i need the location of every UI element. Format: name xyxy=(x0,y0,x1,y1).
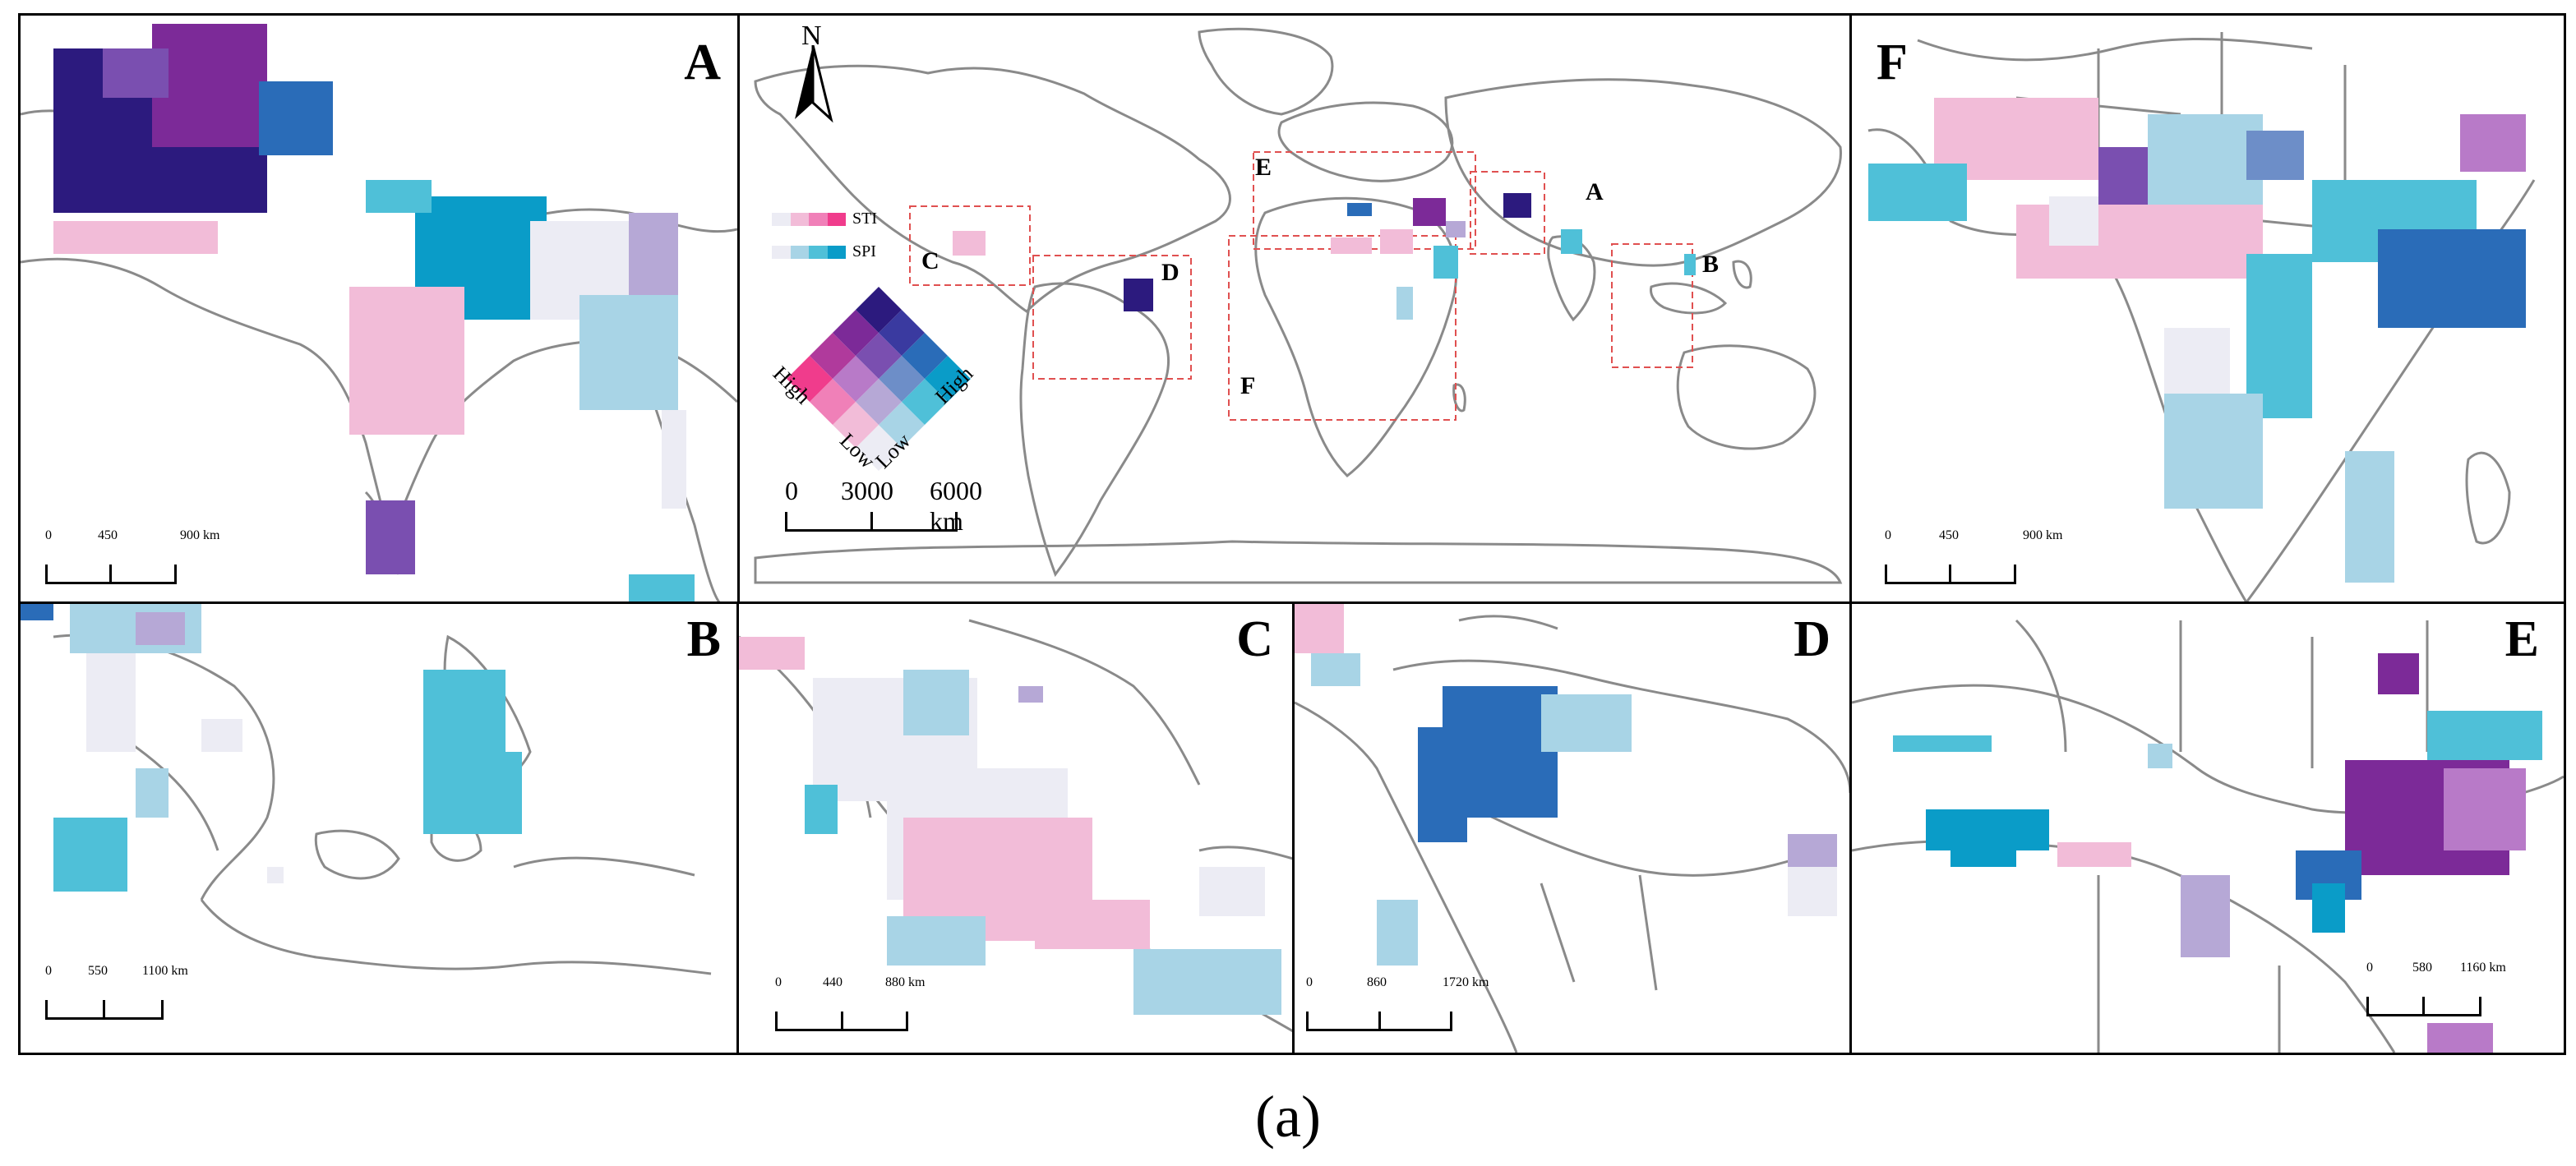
panel-c-label: C xyxy=(1236,611,1273,667)
scale-tick-1: 450 xyxy=(98,528,118,542)
scale-tick-2: 1720 km xyxy=(1443,975,1489,989)
panel-f-hotspots xyxy=(1868,98,2526,583)
panel-f-map xyxy=(1867,32,2536,602)
north-label: N xyxy=(801,21,822,51)
panel-d-label: D xyxy=(1794,611,1830,667)
panel-d-hotspots xyxy=(1295,604,1837,966)
panel-d: D 0 860 1720 km xyxy=(1292,601,1853,1055)
world-basemap xyxy=(754,27,1843,584)
scale-tick-0: 0 xyxy=(45,528,52,542)
panel-e-map xyxy=(1852,619,2564,1053)
scale-tick-1: 550 xyxy=(88,964,108,978)
panel-a: A 0 450 900 km xyxy=(18,13,740,605)
figure-caption: (a) xyxy=(1255,1084,1321,1150)
panel-c-scale-bar: 0 440 880 km xyxy=(775,975,1022,1041)
scale-tick-0: 0 xyxy=(1885,528,1891,542)
inset-label-a: A xyxy=(1586,178,1604,205)
legend-spi-ramp xyxy=(772,246,846,259)
scale-tick-2: 1160 km xyxy=(2460,961,2506,975)
panel-a-map xyxy=(21,24,737,602)
scale-tick-0: 0 xyxy=(45,964,52,978)
panel-f: F 0 450 900 km xyxy=(1849,13,2566,605)
inset-label-e: E xyxy=(1255,154,1272,181)
scale-tick-1: 450 xyxy=(1939,528,1959,542)
panel-d-scale-bar: 0 860 1720 km xyxy=(1306,975,1569,1041)
scale-tick-2: 880 km xyxy=(885,975,926,989)
north-arrow: N xyxy=(788,21,838,123)
panel-d-map xyxy=(1295,604,1850,1053)
world-map-panel: N STI SPI High High Low Low 0 3000 6000 … xyxy=(736,13,1853,605)
inset-label-b: B xyxy=(1702,251,1720,278)
panel-b: B 0 550 1100 km xyxy=(18,601,740,1055)
panel-a-hotspots xyxy=(53,24,695,602)
panel-b-scale-bar: 0 550 1100 km xyxy=(45,964,292,1030)
panel-a-scale-bar: 0 450 900 km xyxy=(45,528,292,594)
inset-label-d: D xyxy=(1161,259,1180,286)
inset-label-f: F xyxy=(1240,372,1256,399)
inset-label-c: C xyxy=(921,247,939,274)
scale-tick-1: 3000 xyxy=(841,476,893,505)
legend: STI SPI High High Low Low xyxy=(769,210,986,476)
legend-cell xyxy=(856,287,902,333)
panel-e: E 0 580 1160 km xyxy=(1849,601,2566,1055)
panel-f-label: F xyxy=(1877,35,1908,90)
scale-tick-0: 0 xyxy=(2366,961,2373,975)
panel-e-label: E xyxy=(2504,611,2539,667)
legend-sti-label: STI xyxy=(852,210,877,228)
panel-c: C 0 440 880 km xyxy=(736,601,1295,1055)
scale-tick-2: 6000 km xyxy=(930,476,982,536)
panel-f-scale-bar: 0 450 900 km xyxy=(1885,528,2131,594)
scale-tick-2: 900 km xyxy=(2023,528,2063,542)
panel-e-hotspots xyxy=(1893,653,2542,1053)
legend-spi-label: SPI xyxy=(852,242,876,260)
panel-b-label: B xyxy=(686,611,721,667)
scale-tick-1: 580 xyxy=(2412,961,2432,975)
world-scale-bar: 0 3000 6000 km xyxy=(785,476,982,542)
bivariate-legend xyxy=(787,287,971,471)
scale-tick-0: 0 xyxy=(785,476,798,505)
scale-tick-2: 900 km xyxy=(180,528,220,542)
legend-sti-ramp xyxy=(772,213,846,226)
scale-tick-2: 1100 km xyxy=(142,964,188,978)
panel-e-scale-bar: 0 580 1160 km xyxy=(2366,961,2564,1026)
scale-tick-1: 440 xyxy=(823,975,843,989)
scale-tick-1: 860 xyxy=(1367,975,1387,989)
panel-b-map xyxy=(21,604,712,975)
north-arrow-icon xyxy=(795,45,833,123)
scale-tick-0: 0 xyxy=(775,975,782,989)
panel-a-label: A xyxy=(684,35,721,90)
panel-c-map xyxy=(739,619,1293,1033)
panel-b-hotspots xyxy=(21,604,522,892)
scale-tick-0: 0 xyxy=(1306,975,1313,989)
panel-c-hotspots xyxy=(739,637,1281,1015)
